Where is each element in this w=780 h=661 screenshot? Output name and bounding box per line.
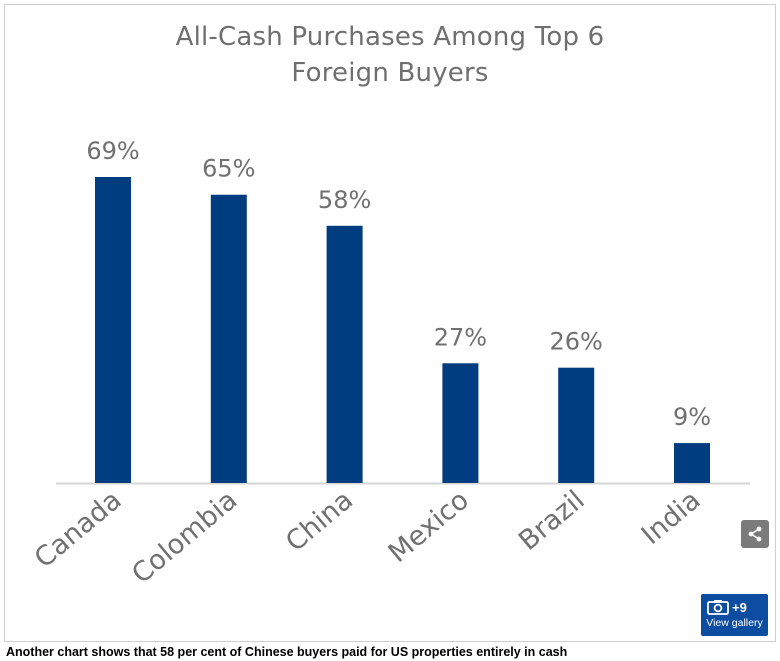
data-label-canada: 69% [86, 137, 139, 165]
camera-icon [707, 600, 729, 615]
x-tick-label-canada: Canada [29, 485, 128, 575]
view-gallery-label: View gallery [706, 617, 763, 629]
bar-canada [95, 177, 131, 483]
bar-mexico [442, 363, 479, 483]
gallery-count: +9 [732, 599, 747, 615]
x-tick-label-colombia: Colombia [126, 485, 243, 590]
bar-colombia [210, 194, 247, 483]
view-gallery-button[interactable]: +9 View gallery [701, 594, 768, 636]
bar-brazil [558, 367, 595, 483]
bar-india [674, 443, 710, 483]
image-caption: Another chart shows that 58 per cent of … [6, 645, 568, 659]
data-label-colombia: 65% [202, 155, 255, 183]
chart-frame [4, 4, 776, 642]
x-tick-label-india: India [636, 485, 707, 551]
x-tick-label-china: China [280, 485, 359, 558]
chart-title-line-2: Foreign Buyers [291, 58, 489, 88]
data-label-brazil: 26% [550, 328, 603, 356]
bar-china [326, 225, 363, 484]
data-label-china: 58% [318, 186, 371, 214]
data-label-mexico: 27% [434, 323, 487, 351]
x-tick-label-mexico: Mexico [383, 485, 475, 569]
x-tick-label-brazil: Brazil [513, 485, 591, 557]
share-button[interactable] [741, 520, 769, 548]
chart-title-line-1: All-Cash Purchases Among Top 6 [175, 22, 605, 52]
data-label-india: 9% [673, 403, 711, 431]
share-icon [748, 526, 762, 542]
